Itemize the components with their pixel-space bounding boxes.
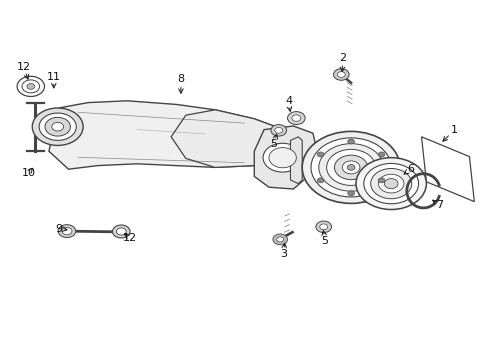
Circle shape <box>347 139 354 144</box>
Text: 4: 4 <box>285 96 291 106</box>
Circle shape <box>337 72 345 77</box>
Text: 2: 2 <box>338 53 345 63</box>
Text: 7: 7 <box>436 200 443 210</box>
Circle shape <box>355 158 426 210</box>
Circle shape <box>32 108 83 145</box>
Text: 6: 6 <box>407 164 413 174</box>
Circle shape <box>62 228 72 235</box>
Circle shape <box>319 224 327 230</box>
Polygon shape <box>421 137 473 202</box>
Circle shape <box>274 127 282 133</box>
Circle shape <box>17 76 44 96</box>
Circle shape <box>377 152 384 157</box>
Text: 5: 5 <box>270 139 277 149</box>
Circle shape <box>370 168 411 199</box>
Circle shape <box>116 228 126 235</box>
Polygon shape <box>290 137 302 184</box>
Text: 9: 9 <box>55 224 62 234</box>
Circle shape <box>291 115 300 121</box>
Polygon shape <box>49 101 293 169</box>
Circle shape <box>45 117 70 136</box>
Text: 1: 1 <box>450 125 457 135</box>
Text: 5: 5 <box>321 236 328 246</box>
Circle shape <box>315 221 331 233</box>
Circle shape <box>272 234 287 245</box>
Circle shape <box>346 165 354 170</box>
Circle shape <box>317 178 324 183</box>
Circle shape <box>310 138 390 197</box>
Circle shape <box>384 179 397 189</box>
Circle shape <box>39 113 76 140</box>
Text: 3: 3 <box>280 249 286 259</box>
Text: 10: 10 <box>21 168 35 178</box>
Circle shape <box>263 143 302 172</box>
Circle shape <box>270 125 286 136</box>
Circle shape <box>363 163 418 204</box>
Text: 11: 11 <box>47 72 61 82</box>
Text: 12: 12 <box>122 233 136 243</box>
Circle shape <box>333 69 348 80</box>
Polygon shape <box>171 110 293 167</box>
Text: 8: 8 <box>177 74 184 84</box>
Circle shape <box>378 174 403 193</box>
Circle shape <box>112 225 130 238</box>
Circle shape <box>334 155 367 180</box>
Circle shape <box>276 237 283 242</box>
Circle shape <box>27 84 35 89</box>
Circle shape <box>52 122 63 131</box>
Text: 12: 12 <box>17 62 30 72</box>
Circle shape <box>302 131 399 203</box>
Circle shape <box>287 112 305 125</box>
Circle shape <box>317 152 324 157</box>
Circle shape <box>342 161 359 174</box>
Circle shape <box>22 80 40 93</box>
Circle shape <box>326 149 375 185</box>
Circle shape <box>58 225 76 238</box>
Circle shape <box>268 148 296 168</box>
Circle shape <box>318 144 383 191</box>
Polygon shape <box>254 126 317 189</box>
Circle shape <box>377 178 384 183</box>
Circle shape <box>347 191 354 196</box>
